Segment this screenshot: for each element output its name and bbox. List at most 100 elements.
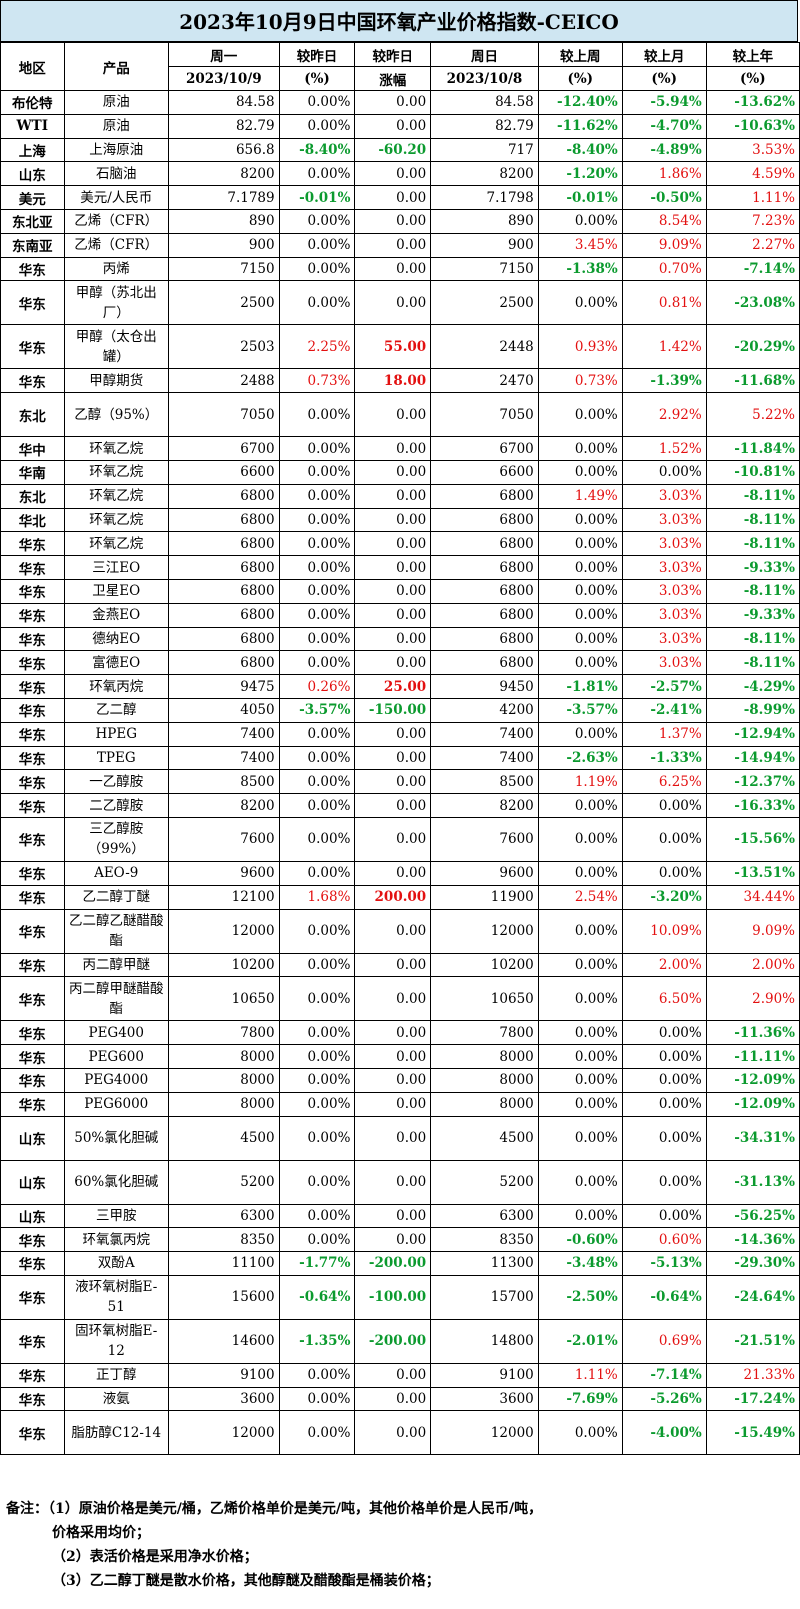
cell-price-monday: 2488 (167, 368, 280, 394)
cell-region: 华东 (0, 1020, 65, 1046)
cell-day-change-abs: 0.00 (354, 1044, 432, 1069)
cell-price-sunday: 6800 (430, 578, 539, 604)
cell-year-change: -8.99% (705, 697, 800, 723)
cell-week-change: 0.00% (537, 1020, 623, 1046)
cell-region: 华东 (0, 793, 65, 818)
cell-month-change: 2.00% (621, 952, 707, 978)
cell-week-change: 0.00% (537, 626, 623, 652)
cell-price-monday: 8000 (167, 1067, 280, 1093)
cell-week-change: -0.60% (537, 1227, 623, 1253)
cell-price-sunday: 8000 (430, 1044, 539, 1069)
cell-year-change: -31.13% (705, 1159, 800, 1205)
cell-price-sunday: 10650 (430, 976, 539, 1022)
cell-month-change: -2.57% (621, 674, 707, 699)
cell-month-change: 0.00% (621, 860, 707, 886)
cell-product: 环氧乙烷 (63, 459, 169, 485)
cell-region: 华东 (0, 1318, 65, 1364)
cell-day-change-abs: 0.00 (354, 860, 432, 886)
cell-price-sunday: 7800 (430, 1020, 539, 1046)
cell-price-sunday: 12000 (430, 908, 539, 954)
table-row: 华东 环氧乙烷 6800 0.00% 0.00 6800 0.00% 3.03% -8.11% (0, 531, 800, 557)
cell-day-change-pct: 0.00% (278, 208, 356, 234)
cell-price-monday: 15600 (167, 1274, 280, 1320)
cell-day-change-pct: 0.00% (278, 745, 356, 771)
cell-day-change-abs: 0.00 (354, 745, 432, 771)
cell-year-change: 2.27% (705, 232, 800, 258)
cell-price-sunday: 10200 (430, 952, 539, 978)
cell-day-change-abs: 0.00 (354, 1159, 432, 1205)
cell-day-change-abs: 0.00 (354, 650, 432, 676)
cell-price-sunday: 9100 (430, 1362, 539, 1388)
cell-year-change: -8.11% (705, 507, 800, 533)
cell-year-change: -24.64% (705, 1274, 800, 1320)
cell-price-monday: 7050 (167, 392, 280, 438)
cell-price-sunday: 8350 (430, 1227, 539, 1253)
cell-day-change-abs: 0.00 (354, 1362, 432, 1388)
cell-month-change: 3.03% (621, 483, 707, 509)
cell-day-change-abs: -150.00 (354, 697, 432, 723)
cell-price-monday: 6800 (167, 507, 280, 533)
cell-price-sunday: 2500 (430, 280, 539, 326)
cell-price-monday: 6800 (167, 602, 280, 628)
cell-week-change: 0.73% (537, 368, 623, 394)
cell-month-change: 0.00% (621, 1067, 707, 1093)
table-row: 华东 金燕EO 6800 0.00% 0.00 6800 0.00% 3.03% -9.33% (0, 602, 800, 628)
cell-week-change: 0.00% (537, 507, 623, 533)
cell-region: 华东 (0, 1091, 65, 1117)
cell-price-sunday: 2470 (430, 368, 539, 394)
table-row: 华东 环氧丙烷 9475 0.26% 25.00 9450 -1.81% -2.57% -4.2… (0, 674, 800, 699)
cell-month-change: 0.00% (621, 1044, 707, 1069)
cell-year-change: -14.36% (705, 1227, 800, 1253)
cell-price-monday: 2503 (167, 324, 280, 370)
cell-price-sunday: 6600 (430, 459, 539, 485)
table-row: 华东 PEG4000 8000 0.00% 0.00 8000 0.00% 0.00% -12.… (0, 1067, 800, 1093)
header-sunday-date: 2023/10/8 (430, 66, 539, 91)
cell-year-change: 2.90% (705, 976, 800, 1022)
cell-price-monday: 7.1789 (167, 185, 280, 210)
cell-price-monday: 6600 (167, 459, 280, 485)
cell-week-change: 0.00% (537, 650, 623, 676)
cell-price-sunday: 15700 (430, 1274, 539, 1320)
table-row: 华东 液环氧树脂E-51 15600 -0.64% -100.00 15700 -2.50%… (0, 1274, 800, 1320)
cell-week-change: -0.01% (537, 185, 623, 210)
cell-price-monday: 82.79 (167, 113, 280, 139)
cell-price-sunday: 2448 (430, 324, 539, 370)
cell-month-change: 0.81% (621, 280, 707, 326)
cell-month-change: -1.33% (621, 745, 707, 771)
cell-week-change: 0.00% (537, 392, 623, 438)
cell-day-change-abs: 0.00 (354, 90, 432, 115)
cell-day-change-pct: 0.00% (278, 531, 356, 557)
cell-year-change: -56.25% (705, 1203, 800, 1229)
cell-year-change: 4.59% (705, 161, 800, 187)
cell-price-sunday: 8000 (430, 1067, 539, 1093)
cell-price-monday: 900 (167, 232, 280, 258)
cell-region: 东南亚 (0, 232, 65, 258)
cell-month-change: 6.25% (621, 769, 707, 795)
header-monday: 周一 (167, 42, 280, 67)
cell-month-change: 0.00% (621, 1159, 707, 1205)
cell-product: 环氧乙烷 (63, 531, 169, 557)
cell-region: 华东 (0, 650, 65, 676)
cell-week-change: 0.00% (537, 721, 623, 747)
cell-region: 华东 (0, 860, 65, 886)
cell-price-monday: 4050 (167, 697, 280, 723)
cell-product: 固环氧树脂E-12 (63, 1318, 169, 1364)
cell-year-change: 1.11% (705, 185, 800, 210)
table-row: 华东 双酚A 11100 -1.77% -200.00 11300 -3.48% -5.13%… (0, 1251, 800, 1276)
cell-year-change: -13.62% (705, 90, 800, 115)
cell-year-change: -34.31% (705, 1115, 800, 1161)
cell-region: 华东 (0, 721, 65, 747)
cell-price-monday: 9600 (167, 860, 280, 886)
cell-price-sunday: 6300 (430, 1203, 539, 1229)
table-row: 东北亚 乙烯（CFR） 890 0.00% 0.00 890 0.00% 8.54% 7.23% (0, 208, 800, 234)
cell-month-change: 0.00% (621, 1203, 707, 1229)
cell-day-change-pct: 2.25% (278, 324, 356, 370)
cell-month-change: 3.03% (621, 531, 707, 557)
cell-day-change-abs: 0.00 (354, 1020, 432, 1046)
cell-day-change-abs: 0.00 (354, 602, 432, 628)
cell-price-sunday: 4500 (430, 1115, 539, 1161)
table-row: 华南 环氧乙烷 6600 0.00% 0.00 6600 0.00% 0.00% -10.81% (0, 459, 800, 485)
table-row: 华东 丙二醇甲醚 10200 0.00% 0.00 10200 0.00% 2.00% 2.00… (0, 952, 800, 978)
header-day-change-abs: 较昨日 (354, 42, 432, 67)
cell-year-change: 34.44% (705, 884, 800, 910)
